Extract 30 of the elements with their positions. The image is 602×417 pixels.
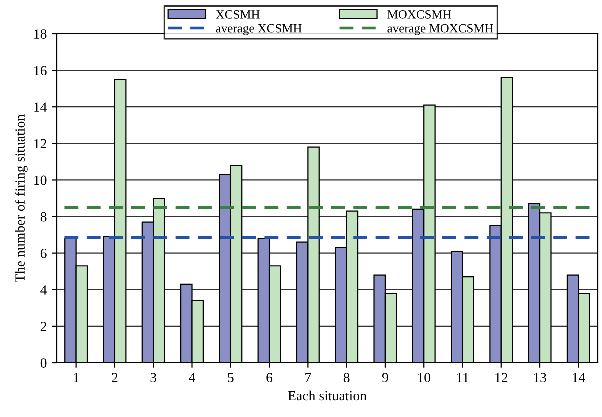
x-tick-label: 14 [572, 373, 586, 382]
x-tick-label: 7 [306, 373, 312, 382]
y-tick-label: 2 [40, 322, 47, 332]
legend-label: XCSMH [216, 10, 260, 19]
x-tick-label: 11 [457, 373, 469, 382]
y-tick-label: 10 [34, 176, 47, 186]
legend-label: MOXCSMH [388, 10, 452, 19]
x-tick-label: 1 [74, 373, 79, 382]
legend-label: average MOXCSMH [388, 24, 494, 36]
x-tick-label: 2 [112, 373, 118, 382]
y-tick-label: 0 [40, 358, 47, 368]
y-tick-label: 14 [34, 102, 48, 112]
y-axis-title: The number of firing situation [15, 114, 28, 282]
x-tick-label: 10 [418, 373, 431, 382]
y-tick-label: 8 [40, 212, 47, 222]
y-tick-label: 16 [34, 66, 47, 76]
legend-label: average XCSMH [216, 24, 302, 36]
x-axis-title: Each situation [288, 390, 367, 401]
x-tick-label: 3 [150, 373, 157, 382]
x-tick-label: 4 [189, 373, 196, 382]
x-tick-label: 8 [344, 373, 350, 382]
x-tick-label: 13 [534, 373, 546, 382]
x-tick-label: 9 [382, 373, 388, 382]
y-tick-label: 12 [34, 139, 47, 148]
y-tick-label: 18 [34, 30, 47, 39]
y-tick-label: 6 [40, 248, 47, 258]
x-tick-label: 6 [266, 373, 273, 382]
x-tick-label: 12 [496, 373, 508, 382]
y-tick-label: 4 [40, 286, 48, 295]
x-tick-label: 5 [228, 373, 234, 382]
